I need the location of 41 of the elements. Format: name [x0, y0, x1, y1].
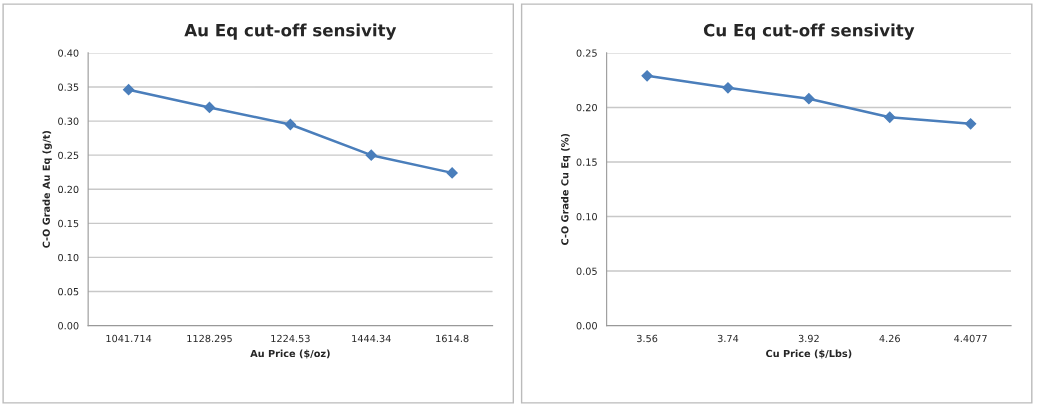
- x-tick-label: 1444.34: [352, 334, 391, 343]
- point: [446, 167, 458, 179]
- x-tick-label: 4.4077: [954, 334, 987, 343]
- x-tick-label: 4.26: [879, 334, 900, 343]
- y-tick-label: 0.00: [58, 322, 79, 330]
- point: [203, 101, 216, 114]
- y-tick-label: 0.05: [58, 287, 79, 296]
- y-tick-label: 0.10: [576, 213, 597, 221]
- point: [965, 118, 977, 130]
- y-tick-label: 0.15: [576, 158, 597, 166]
- point: [884, 111, 896, 123]
- chart-title: Au Eq cut-off sensivity: [184, 23, 397, 40]
- x-axis-title: Cu Price ($/Lbs): [766, 349, 852, 359]
- x-tick-label: 3.74: [717, 334, 739, 343]
- x-tick-label: 3.56: [637, 334, 658, 343]
- y-tick-label: 0.25: [58, 151, 79, 159]
- x-tick-label: 1224.53: [271, 334, 310, 343]
- x-axis-title: Au Price ($/oz): [250, 349, 330, 359]
- y-axis-title: C-O Grade Cu Eq (%): [561, 133, 571, 245]
- y-tick-label: 0.05: [576, 267, 597, 275]
- y-tick-label: 0.25: [576, 49, 597, 57]
- x-tick-label: 3.92: [798, 334, 819, 343]
- x-tick-label: 1128.295: [187, 334, 232, 343]
- point: [284, 118, 296, 131]
- point: [641, 70, 653, 82]
- y-tick-label: 0.35: [58, 83, 79, 91]
- y-tick-label: 0.00: [576, 322, 597, 330]
- point: [803, 93, 815, 105]
- y-tick-label: 0.20: [58, 185, 79, 194]
- y-tick-label: 0.40: [58, 49, 79, 57]
- y-tick-label: 0.30: [58, 117, 79, 125]
- y-tick-label: 0.15: [58, 219, 79, 228]
- y-axis-title: C-O Grade Au Eq (g/t): [42, 131, 52, 248]
- y-tick-label: 0.20: [576, 103, 597, 112]
- x-tick-label: 1041.714: [106, 334, 152, 343]
- chart-title: Cu Eq cut-off sensivity: [703, 23, 915, 40]
- y-tick-label: 0.10: [58, 253, 79, 262]
- x-tick-label: 1614.8: [436, 334, 469, 343]
- point: [722, 82, 734, 94]
- point: [122, 84, 135, 96]
- point: [365, 149, 377, 161]
